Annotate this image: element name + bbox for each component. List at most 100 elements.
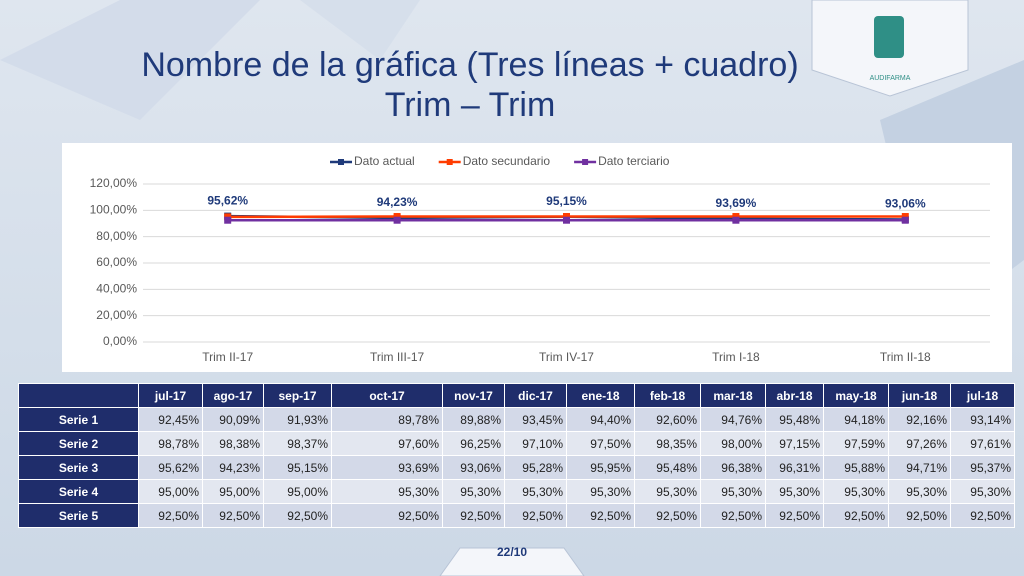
table-header-cell: oct-17 — [331, 383, 443, 408]
table-cell: 98,37% — [263, 431, 332, 456]
table-cell: 92,50% — [950, 503, 1015, 528]
table-cell: 98,78% — [138, 431, 203, 456]
point-marker — [393, 213, 401, 221]
table-cell: 97,60% — [331, 431, 443, 456]
data-label: 93,06% — [885, 197, 926, 211]
table-cell: 92,50% — [765, 503, 824, 528]
y-tick-label: 0,00% — [103, 334, 137, 348]
table-cell: 97,26% — [888, 431, 951, 456]
y-tick-label: 80,00% — [96, 229, 137, 243]
table-cell: 92,45% — [138, 407, 203, 432]
table-cell: 92,50% — [331, 503, 443, 528]
table-header-cell: Serie 2 — [18, 431, 139, 456]
table-cell: 95,30% — [700, 479, 766, 504]
table-header-cell: jul-17 — [138, 383, 203, 408]
table-header-cell: Serie 5 — [18, 503, 139, 528]
x-tick-label: Trim II-18 — [880, 350, 931, 364]
table-cell: 92,50% — [823, 503, 889, 528]
table-cell: 93,45% — [504, 407, 567, 432]
table-cell: 92,50% — [566, 503, 635, 528]
table-header-cell: mar-18 — [700, 383, 766, 408]
table-cell: 94,23% — [202, 455, 264, 480]
data-table: jul-17 ago-17 sep-17 oct-17 nov-17 dic-17 ene-… — [18, 383, 1015, 528]
y-tick-label: 60,00% — [96, 255, 137, 269]
table-header-cell: sep-17 — [263, 383, 332, 408]
table-cell: 93,69% — [331, 455, 443, 480]
table-cell: 96,31% — [765, 455, 824, 480]
table-cell: 95,95% — [566, 455, 635, 480]
table-cell: 97,15% — [765, 431, 824, 456]
data-label: 94,23% — [377, 195, 418, 209]
point-marker — [732, 213, 740, 221]
slide-title: Nombre de la gráfica (Tres líneas + cuad… — [141, 46, 799, 84]
table-cell: 95,00% — [263, 479, 332, 504]
x-tick-label: Trim II-17 — [202, 350, 253, 364]
x-tick-label: Trim I-18 — [712, 350, 760, 364]
table-cell: 92,16% — [888, 407, 951, 432]
chart-box: 0,00% 20,00% 40,00% 60,00% 80,00% 100,00% 120,… — [62, 143, 1012, 372]
table-cell: 94,76% — [700, 407, 766, 432]
page-number: 22/10 — [496, 545, 528, 559]
table-cell: 95,28% — [504, 455, 567, 480]
table-row: Serie 5 92,50% 92,50% 92,50% 92,50% 92,50% 92,… — [18, 503, 1015, 528]
table-cell: 97,59% — [823, 431, 889, 456]
table-header-cell: ene-18 — [566, 383, 635, 408]
table-row: Serie 1 92,45% 90,09% 91,93% 89,78% 89,88% 93,… — [18, 407, 1015, 432]
table-cell: 92,50% — [504, 503, 567, 528]
x-tick-label: Trim III-17 — [370, 350, 425, 364]
point-marker — [224, 216, 232, 224]
table-cell: 95,00% — [138, 479, 203, 504]
table-cell: 89,78% — [331, 407, 443, 432]
point-marker — [563, 213, 570, 221]
table-header-row: jul-17 ago-17 sep-17 oct-17 nov-17 dic-17 ene-… — [18, 383, 1015, 408]
table-cell: 92,50% — [263, 503, 332, 528]
table-header-cell: nov-17 — [442, 383, 505, 408]
table-row: Serie 4 95,00% 95,00% 95,00% 95,30% 95,30% 95,… — [18, 479, 1015, 504]
legend-marker — [582, 159, 589, 165]
table-cell: 95,30% — [566, 479, 635, 504]
table-cell: 97,10% — [504, 431, 567, 456]
table-header-cell: jun-18 — [888, 383, 951, 408]
table-cell: 89,88% — [442, 407, 505, 432]
table-header-cell: may-18 — [823, 383, 889, 408]
table-cell: 92,50% — [888, 503, 951, 528]
table-row: Serie 2 98,78% 98,38% 98,37% 97,60% 96,25% 97,… — [18, 431, 1015, 456]
data-label: 93,69% — [716, 196, 757, 210]
y-tick-label: 120,00% — [90, 176, 138, 190]
table-cell: 95,30% — [504, 479, 567, 504]
point-marker — [393, 216, 401, 224]
table-row: Serie 3 95,62% 94,23% 95,15% 93,69% 93,06% 95,… — [18, 455, 1015, 480]
table-cell: 92,50% — [700, 503, 766, 528]
table-cell: 92,60% — [634, 407, 701, 432]
table-header-cell: Serie 3 — [18, 455, 139, 480]
table-header-cell: ago-17 — [202, 383, 264, 408]
table-cell: 92,50% — [634, 503, 701, 528]
table-cell: 93,06% — [442, 455, 505, 480]
table-cell: 95,30% — [950, 479, 1015, 504]
table-cell: 98,35% — [634, 431, 701, 456]
table-header-cell: jul-18 — [950, 383, 1015, 408]
table-cell: 91,93% — [263, 407, 332, 432]
legend-marker — [338, 159, 344, 165]
y-tick-label: 20,00% — [96, 308, 137, 322]
data-label: 95,62% — [207, 193, 248, 207]
table-cell: 95,30% — [331, 479, 443, 504]
table-cell: 95,62% — [138, 455, 203, 480]
table-cell: 98,00% — [700, 431, 766, 456]
slide-subtitle: Trim – Trim — [384, 86, 556, 124]
logo-text: AUDIFARMA — [870, 75, 911, 82]
table-cell: 96,25% — [442, 431, 505, 456]
table-header-cell: Serie 1 — [18, 407, 139, 432]
table-header-cell: dic-17 — [504, 383, 567, 408]
legend-label: Dato actual — [354, 154, 415, 168]
table-cell: 94,18% — [823, 407, 889, 432]
legend-label: Dato secundario — [463, 154, 551, 168]
table-cell: 94,71% — [888, 455, 951, 480]
table-header-cell — [18, 383, 139, 408]
table-cell: 90,09% — [202, 407, 264, 432]
legend-marker — [446, 159, 453, 165]
point-marker — [901, 213, 909, 221]
table-cell: 95,37% — [950, 455, 1015, 480]
table-cell: 95,15% — [263, 455, 332, 480]
